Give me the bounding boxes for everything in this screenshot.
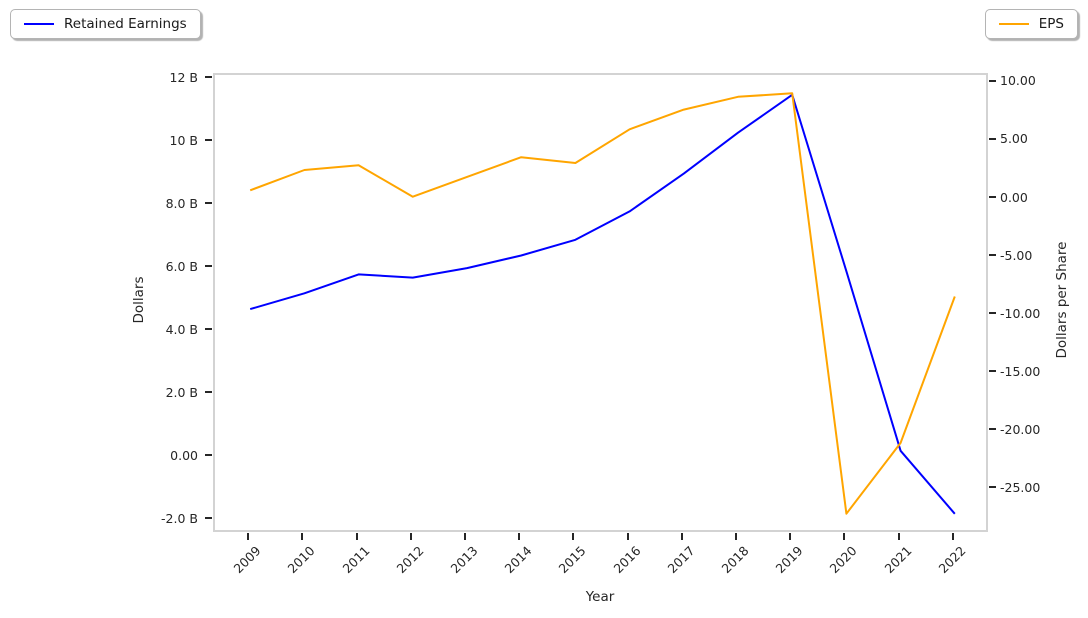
y-axis-title-right: Dollars per Share [1054, 241, 1070, 359]
x-axis-tick [409, 533, 412, 540]
retained-earnings-line [249, 93, 956, 515]
x-axis-tick [843, 533, 846, 540]
x-axis-tick-label: 2013 [447, 543, 481, 577]
x-axis-title: Year [585, 589, 615, 605]
y-axis-tick-right [989, 254, 996, 257]
y-axis-tick-right [989, 370, 996, 373]
legend-retained-earnings: Retained Earnings [10, 9, 201, 39]
y-axis-tick-left [205, 76, 212, 79]
y-axis-tick-label-right: -10.00 [1000, 305, 1041, 321]
x-axis-tick-label: 2012 [393, 543, 427, 577]
x-axis-tick [518, 533, 521, 540]
y-axis-tick-left [205, 202, 212, 205]
y-axis-tick-label-right: 5.00 [1000, 131, 1028, 147]
y-axis-tick-label-left: 10 B [169, 132, 198, 148]
retained-earnings-line-swatch [24, 23, 54, 25]
y-axis-tick-label-left: 8.0 B [165, 195, 198, 211]
plot-area [213, 73, 988, 532]
x-axis-tick [951, 533, 954, 540]
y-axis-tick-label-right: 10.00 [1000, 73, 1036, 89]
x-axis-tick [626, 533, 629, 540]
x-axis-tick [355, 533, 358, 540]
y-axis-title-left: Dollars [131, 276, 147, 324]
x-axis-tick-label: 2016 [610, 543, 644, 577]
x-axis-tick [897, 533, 900, 540]
x-axis-tick [680, 533, 683, 540]
y-axis-tick-right [989, 428, 996, 431]
x-axis-tick [572, 533, 575, 540]
y-axis-tick-label-left: -2.0 B [161, 510, 198, 526]
y-axis-tick-label-right: -15.00 [1000, 363, 1041, 379]
y-axis-tick-left [205, 517, 212, 520]
line-series-canvas [249, 92, 956, 515]
eps-line [249, 92, 956, 515]
x-axis-tick-label: 2021 [881, 543, 915, 577]
legend-eps: EPS [984, 9, 1078, 39]
x-axis-tick-label: 2009 [230, 543, 264, 577]
y-axis-tick-label-left: 6.0 B [165, 258, 198, 274]
y-axis-tick-left [205, 328, 212, 331]
y-axis-tick-label-right: -25.00 [1000, 479, 1041, 495]
y-axis-tick-left [205, 454, 212, 457]
y-axis-tick-label-left: 12 B [169, 69, 198, 85]
y-axis-tick-right [989, 312, 996, 315]
x-axis-tick-label: 2011 [339, 543, 373, 577]
y-axis-tick-label-left: 4.0 B [165, 321, 198, 337]
x-axis-tick [464, 533, 466, 540]
legend-eps-label: EPS [1038, 16, 1064, 32]
y-axis-tick-right [989, 196, 996, 198]
y-axis-tick-label-left: 0.00 [170, 447, 198, 463]
y-axis-tick-left [205, 139, 212, 142]
x-axis-tick-label: 2018 [718, 543, 752, 577]
eps-line-swatch [998, 23, 1029, 25]
y-axis-tick-label-right: -5.00 [1000, 247, 1033, 263]
x-axis-tick-label: 2020 [826, 543, 860, 577]
y-axis-tick-right [989, 79, 996, 82]
x-axis-tick-label: 2022 [935, 543, 969, 577]
y-axis-tick-right [989, 486, 996, 489]
x-axis-tick [734, 533, 737, 540]
x-axis-tick-label: 2014 [501, 543, 535, 577]
y-axis-tick-left [205, 265, 212, 268]
y-axis-tick-label-right: 0.00 [1000, 189, 1028, 205]
x-axis-tick [789, 533, 792, 540]
x-axis-tick [301, 533, 304, 540]
x-axis-tick-label: 2017 [664, 543, 698, 577]
y-axis-tick-label-left: 2.0 B [165, 384, 198, 400]
x-axis-tick-label: 2019 [772, 543, 806, 577]
x-axis-tick-label: 2010 [284, 543, 319, 577]
y-axis-tick-left [205, 391, 212, 394]
y-axis-tick-right [989, 137, 996, 140]
x-axis-tick [247, 533, 250, 540]
legend-retained-earnings-label: Retained Earnings [64, 16, 187, 32]
x-axis-tick-label: 2015 [555, 543, 589, 577]
y-axis-tick-label-right: -20.00 [1000, 421, 1041, 437]
